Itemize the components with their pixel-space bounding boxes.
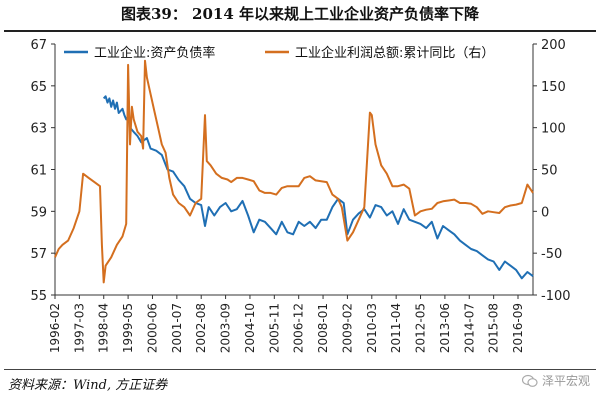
x-tick-label: 2016-09: [511, 303, 525, 353]
right-tick-label: 0: [541, 205, 549, 220]
x-tick-label: 2011-04: [389, 303, 403, 353]
legend-label: 工业企业:资产负债率: [94, 45, 215, 61]
x-tick-label: 2013-06: [438, 303, 452, 353]
x-tick-label: 2003-09: [219, 303, 233, 353]
x-tick-label: 1998-04: [97, 303, 111, 353]
chart-title: 图表39： 2014 年以来规上工业企业资产负债率下降: [120, 5, 480, 23]
x-tick-label: 2005-11: [267, 303, 281, 353]
source-note: 资料来源：Wind, 方正证券: [8, 378, 168, 393]
series-profit-growth-line: [54, 59, 534, 284]
footer-divider: [4, 369, 596, 370]
left-tick-label: 67: [30, 38, 47, 53]
series-layer: [54, 59, 534, 284]
x-tick-label: 1996-02: [48, 303, 62, 353]
line-chart: 55 57 59 61 63 65 67 -100 -50 0 50 100 150 200 1996-…: [30, 38, 571, 353]
series-debt-ratio-line: [102, 95, 534, 280]
right-tick-label: -100: [541, 289, 571, 304]
x-axis: 1996-02 1997-03 1998-04 1999-05 2000-06 2001-…: [48, 295, 525, 353]
x-tick-label: 2002-08: [194, 303, 208, 353]
x-tick-label: 2014-07: [462, 303, 476, 353]
left-tick-label: 59: [30, 205, 47, 220]
right-tick-label: 50: [541, 164, 558, 179]
right-tick-label: 150: [541, 80, 566, 95]
left-tick-label: 65: [30, 80, 47, 95]
left-tick-label: 61: [30, 164, 47, 179]
watermark: 泽平宏观: [521, 372, 590, 389]
chart-legend: 工业企业:资产负债率 工业企业利润总额:累计同比（右）: [64, 45, 494, 61]
x-tick-label: 2012-05: [414, 303, 428, 353]
legend-label: 工业企业利润总额:累计同比（右）: [295, 45, 494, 61]
title-divider: [4, 30, 596, 32]
x-tick-label: 2015-08: [487, 303, 501, 353]
watermark-text: 泽平宏观: [541, 374, 590, 388]
x-tick-label: 2008-01: [316, 303, 330, 353]
x-tick-label: 2010-03: [365, 303, 379, 353]
x-tick-label: 2001-07: [170, 303, 184, 353]
x-tick-label: 1997-03: [72, 303, 86, 353]
left-tick-label: 63: [30, 122, 47, 137]
right-tick-label: 100: [541, 122, 566, 137]
left-tick-label: 57: [30, 247, 47, 262]
wechat-icon: [521, 374, 538, 387]
right-tick-label: 200: [541, 38, 566, 53]
x-tick-label: 2009-02: [340, 303, 354, 353]
right-y-axis: -100 -50 0 50 100 150 200: [533, 38, 571, 304]
x-tick-label: 1999-05: [121, 303, 135, 353]
x-tick-label: 2000-06: [145, 303, 159, 353]
x-tick-label: 2004-10: [243, 303, 257, 353]
right-tick-label: -50: [541, 247, 562, 262]
x-tick-label: 2006-12: [292, 303, 306, 353]
left-y-axis: 55 57 59 61 63 65 67: [30, 38, 55, 304]
left-tick-label: 55: [30, 289, 47, 304]
